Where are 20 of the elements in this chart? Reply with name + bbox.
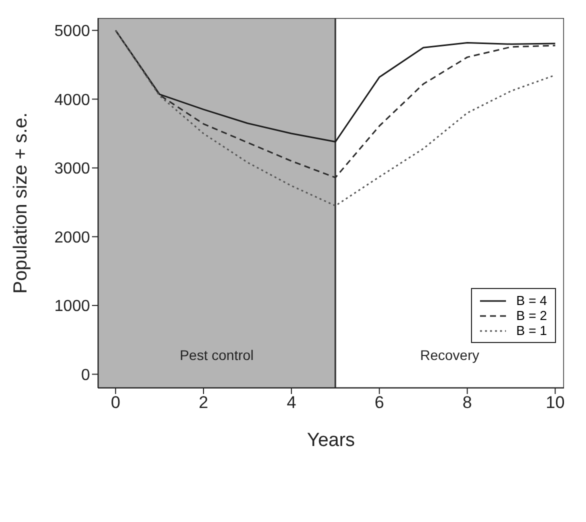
y-axis-title: Population size + s.e.	[10, 112, 32, 294]
legend-label: B = 1	[516, 323, 547, 338]
y-tick-label: 0	[81, 366, 90, 384]
y-tick-label: 3000	[54, 160, 90, 178]
x-tick-label: 10	[546, 393, 565, 412]
band-label: Pest control	[180, 347, 254, 363]
line-series	[114, 30, 556, 206]
x-tick-label: 4	[286, 393, 296, 412]
y-tick-label: 5000	[54, 23, 90, 40]
band-label: Recovery	[420, 347, 480, 363]
x-tick-label: 2	[198, 393, 208, 412]
y-tick-label: 4000	[54, 92, 90, 109]
x-tick-label: 0	[110, 393, 120, 412]
y-tick-label: 2000	[54, 229, 90, 246]
x-tick-label: 8	[462, 393, 472, 412]
y-tick-label: 1000	[54, 298, 90, 316]
legend-label: B = 4	[516, 293, 547, 308]
x-axis-title: Years	[307, 430, 355, 451]
x-tick-label: 6	[374, 393, 384, 412]
legend-label: B = 2	[516, 308, 547, 323]
